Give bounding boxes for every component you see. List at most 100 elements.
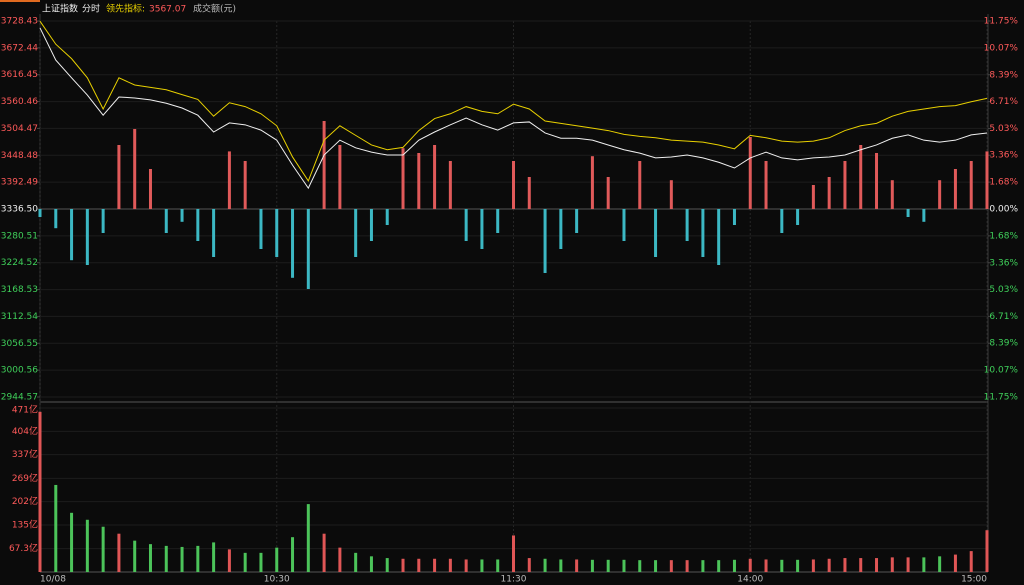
x-tick-label: 15:00: [961, 575, 987, 585]
volume-bar: [180, 546, 184, 572]
strength-bar: [101, 209, 105, 233]
strength-bar: [559, 209, 563, 249]
index-title: 上证指数: [42, 3, 78, 15]
lead-value: 3567.07: [149, 5, 186, 15]
volume-bar: [433, 558, 437, 572]
strength-bar: [543, 209, 547, 273]
strength-bar: [196, 209, 200, 241]
strength-bar: [701, 209, 705, 257]
strength-bar: [685, 209, 689, 241]
volume-bar: [196, 545, 200, 572]
y2-tick-label: 5.03%: [989, 285, 1018, 295]
strength-bar: [480, 209, 484, 249]
y-tick-label: 3224.52: [1, 258, 38, 268]
strength-bar: [433, 145, 437, 209]
y2-tick-label: 8.39%: [989, 339, 1018, 349]
strength-bar: [985, 151, 989, 209]
volume-bar: [101, 526, 105, 572]
strength-bar: [717, 209, 721, 265]
price-line: [39, 27, 988, 190]
y2-tick-label: 10.07%: [984, 366, 1019, 376]
volume-bar: [890, 557, 894, 572]
strength-bar: [322, 121, 326, 209]
y-tick-label: 3448.48: [1, 151, 38, 161]
volume-bar: [322, 533, 326, 572]
strength-bar: [243, 161, 247, 209]
x-tick-label: 10:30: [264, 575, 290, 585]
strength-bar: [575, 209, 579, 233]
volume-bar: [54, 484, 58, 572]
y2-tick-label: 8.39%: [989, 70, 1018, 80]
volume-bar: [385, 558, 389, 572]
volume-bar: [275, 547, 279, 572]
volume-bar: [38, 411, 42, 572]
x-tick-label: 14:00: [737, 575, 763, 585]
volume-bar: [622, 559, 626, 572]
strength-bar: [291, 209, 295, 278]
y2-tick-label: 0.00%: [989, 205, 1018, 215]
volume-bar: [748, 558, 752, 572]
volume-tick-label: 404亿: [12, 425, 38, 437]
strength-bar: [54, 209, 58, 229]
strength-bar: [496, 209, 500, 233]
y2-tick-label: 11.75%: [984, 17, 1019, 27]
strength-bar: [890, 180, 894, 209]
strength-bar: [227, 151, 231, 209]
volume-bar: [464, 559, 468, 572]
y2-tick-label: 1.68%: [989, 178, 1018, 188]
y-tick-label: 2944.57: [1, 393, 38, 403]
volume-bar: [306, 504, 310, 572]
strength-bar: [117, 145, 121, 209]
strength-bar: [354, 209, 358, 257]
volume-bar: [401, 558, 405, 572]
volume-bar: [575, 559, 579, 572]
y-tick-label: 3616.45: [1, 70, 38, 80]
volume-bar: [701, 560, 705, 572]
y-tick-label: 3728.43: [1, 17, 38, 27]
strength-bar: [843, 161, 847, 209]
volume-bar: [796, 559, 800, 572]
volume-bar: [906, 557, 910, 572]
volume-bar: [243, 552, 247, 572]
strength-bar: [875, 153, 879, 209]
y-tick-label: 3056.55: [1, 339, 38, 349]
strength-bar: [259, 209, 263, 249]
strength-bar: [764, 161, 768, 209]
strength-bar: [133, 129, 137, 209]
volume-label: 成交额(元): [193, 3, 236, 15]
volume-bar: [985, 530, 989, 572]
strength-bar: [780, 209, 784, 233]
strength-bar: [417, 153, 421, 209]
y2-tick-label: 10.07%: [984, 43, 1019, 53]
strength-bar: [164, 209, 168, 233]
volume-bar: [417, 558, 421, 572]
y-tick-label: 3504.47: [1, 124, 38, 134]
volume-bar: [922, 557, 926, 572]
volume-bar: [117, 533, 121, 572]
volume-bar: [212, 542, 216, 572]
volume-tick-label: 135亿: [12, 518, 38, 530]
volume-bar: [685, 560, 689, 572]
y2-tick-label: 5.03%: [989, 124, 1018, 134]
strength-bar: [385, 209, 389, 225]
volume-bar: [291, 537, 295, 572]
strength-bar: [748, 137, 752, 209]
price-line: [39, 20, 988, 183]
strength-bar: [938, 180, 942, 209]
strength-bar: [70, 209, 74, 261]
volume-bar: [164, 545, 168, 572]
volume-bar: [369, 556, 373, 572]
volume-bar: [148, 544, 152, 572]
strength-bar: [590, 156, 594, 209]
volume-bar: [811, 559, 815, 572]
strength-bar: [622, 209, 626, 241]
volume-bar: [354, 552, 358, 572]
volume-tick-label: 471亿: [12, 404, 38, 416]
strength-bar: [306, 209, 310, 289]
strength-bar: [369, 209, 373, 241]
volume-bar: [227, 549, 231, 572]
strength-bar: [969, 161, 973, 209]
strength-bar: [85, 209, 89, 265]
volume-bar: [543, 558, 547, 572]
